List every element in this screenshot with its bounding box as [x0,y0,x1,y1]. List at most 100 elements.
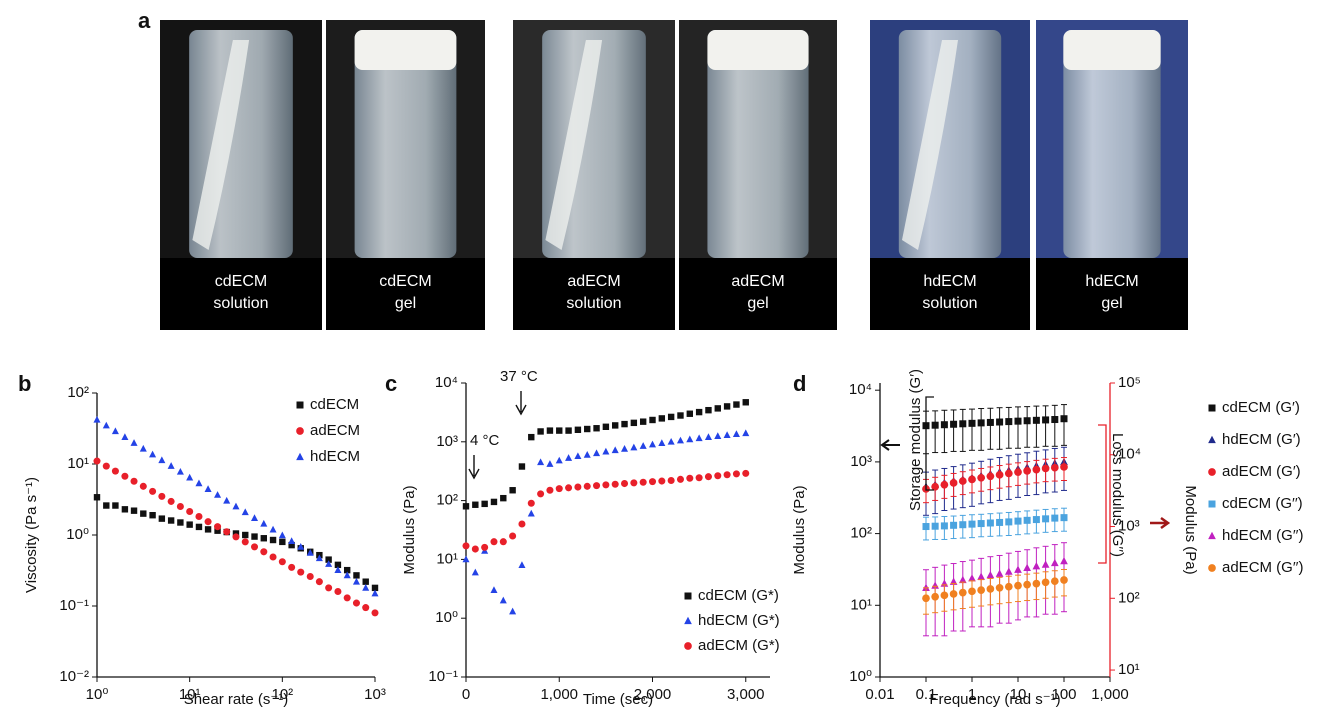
legend-label: hdECM [310,448,360,465]
marker [362,604,370,612]
marker [574,426,582,433]
marker [574,452,582,460]
marker [686,474,694,482]
marker [986,519,994,527]
marker [518,463,526,470]
marker [251,533,258,540]
marker [260,519,268,527]
y-tick-label: 10² [850,525,872,542]
marker [686,410,694,417]
marker [296,401,304,409]
photo-caption: gel [395,295,416,312]
y2-axis-label: Modulus (Pa) [1182,485,1199,574]
marker [546,486,554,494]
marker [462,503,470,510]
y-tick-label: 10⁰ [849,668,872,685]
caption-band [326,258,485,330]
marker [958,477,967,485]
legend-label: cdECM (G*) [698,587,779,604]
marker [537,428,544,435]
marker [931,592,939,601]
marker [158,492,166,500]
marker [950,521,958,529]
marker [968,475,976,484]
marker [490,538,498,546]
marker [931,522,939,530]
marker [241,538,249,546]
marker [149,487,157,495]
marker [167,517,175,524]
marker [612,422,619,429]
caption-band [513,258,675,330]
marker [481,500,488,508]
y-tick-label: 10³ [436,433,458,450]
marker [1032,561,1041,570]
arrow [880,439,900,451]
legend-label: adECM (G*) [698,637,780,654]
marker [315,578,323,586]
marker [986,570,995,579]
marker [528,433,535,441]
marker [167,497,175,505]
marker [288,541,295,549]
marker [260,535,268,542]
marker [1005,518,1013,526]
caption-band [160,258,322,330]
marker [950,420,958,428]
marker [995,569,1004,577]
marker [537,490,545,498]
marker [1060,514,1068,522]
photo-caption: hdECM [1085,273,1138,290]
photo-caption: adECM [567,273,620,290]
marker [677,412,684,419]
marker [325,556,332,563]
marker [1014,417,1022,425]
marker [509,487,516,494]
marker [1208,468,1216,476]
marker [112,502,119,509]
marker [130,507,138,514]
marker [931,581,939,589]
y-axis-label: Viscosity (Pa s⁻¹) [23,477,40,593]
marker [977,520,985,528]
marker [714,432,722,439]
x-tick-label: 10³ [364,686,386,703]
marker [176,467,184,475]
photo-caption: gel [747,295,768,312]
marker [1060,463,1068,471]
marker [223,496,231,504]
marker [1050,558,1059,567]
marker [649,416,656,424]
marker [968,587,976,596]
y-tick-label: 10⁴ [435,374,458,391]
caption-band [679,258,837,330]
marker [1041,560,1050,568]
marker [565,484,573,492]
marker [565,427,572,434]
marker [621,480,629,488]
marker [242,531,249,539]
marker [214,491,222,498]
tube [354,30,457,258]
marker [527,509,535,517]
y-tick-label: 10¹ [436,550,458,567]
tube [1063,30,1161,258]
marker [995,583,1004,592]
marker [214,523,222,531]
marker [602,481,610,489]
marker [167,462,175,469]
x-tick-label: 0 [462,686,470,703]
photo-caption: solution [922,295,977,312]
y-tick-label: 10² [67,384,89,401]
panel-label: a [138,8,151,33]
arrow [1150,516,1171,530]
marker [593,449,601,457]
marker [334,566,342,574]
marker [527,499,535,507]
marker [922,583,930,591]
marker [1023,580,1031,589]
photo-caption: hdECM [923,273,976,290]
marker [667,413,675,421]
marker [241,508,249,516]
marker [204,526,212,533]
